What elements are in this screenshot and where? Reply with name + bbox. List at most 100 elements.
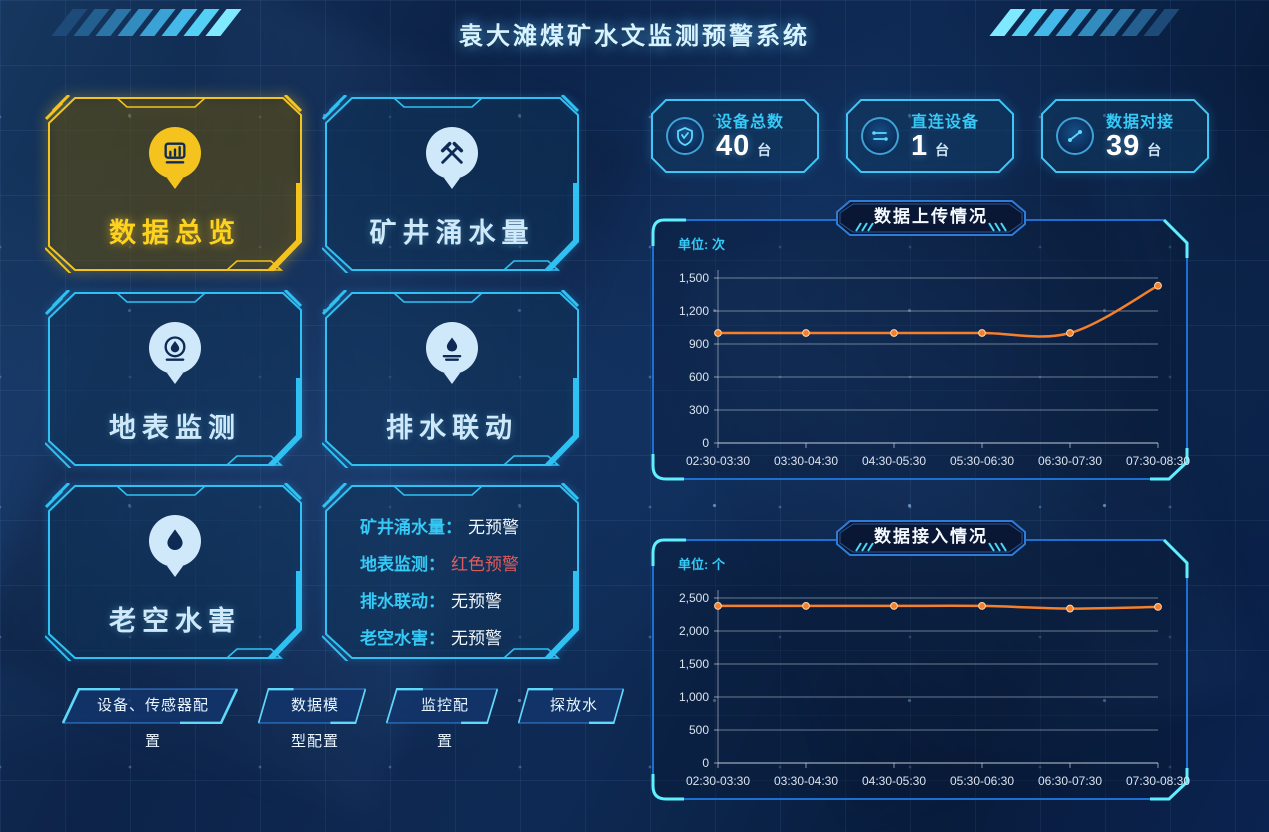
- y-tick-label: 900: [689, 337, 709, 351]
- button-label: 设备、传感器配置: [96, 697, 209, 750]
- tile-frame: [322, 483, 580, 661]
- unit-label: 单位: 次: [678, 237, 725, 252]
- nav-tile-surface-monitoring[interactable]: 地表监测: [45, 290, 305, 468]
- chart-point: [1066, 604, 1074, 613]
- alert-label: 老空水害：: [360, 629, 445, 648]
- stat-unit: 台: [757, 142, 772, 158]
- card-frame: [846, 99, 1014, 173]
- y-tick-label: 1,200: [679, 304, 709, 318]
- alert-row-goaf-water: 老空水害： 无预警: [360, 624, 566, 661]
- x-tick-label: 04:30-05:30: [862, 774, 926, 788]
- chart-point: [802, 329, 810, 337]
- chart-point: [978, 602, 986, 610]
- card-frame: [651, 99, 819, 173]
- y-tick-label: 1,500: [679, 657, 709, 671]
- direct-link-icon: [861, 117, 899, 155]
- alert-value: 红色预警: [451, 555, 519, 574]
- data-dock-icon: [1056, 117, 1094, 155]
- stat-label: 直连设备: [911, 114, 980, 131]
- alert-row-surface-monitoring: 地表监测： 红色预警: [360, 550, 566, 587]
- x-tick-label: 02:30-03:30: [686, 774, 750, 788]
- nav-tile-drainage-linkage[interactable]: 排水联动: [322, 290, 582, 468]
- chart-title: 数据上传情况: [874, 207, 988, 226]
- stat-unit: 台: [1147, 142, 1162, 158]
- stats-row: 设备总数 40 台 直连设备 1 台: [650, 98, 1212, 174]
- alert-label: 矿井涌水量：: [360, 518, 462, 537]
- tile-label: 老空水害: [109, 606, 241, 636]
- button-frame: [62, 688, 238, 724]
- button-label: 数据模型配置: [290, 697, 339, 750]
- chart-point: [714, 602, 722, 610]
- config-button-water-exploration[interactable]: 探放水: [518, 688, 624, 724]
- x-tick-label: 06:30-07:30: [1038, 774, 1102, 788]
- chart-line: [717, 604, 1159, 610]
- stat-unit: 台: [935, 142, 950, 158]
- tile-label: 矿井涌水量: [369, 218, 535, 248]
- goaf-water-icon: [149, 515, 201, 567]
- y-tick-label: 2,500: [679, 591, 709, 605]
- y-tick-label: 600: [689, 370, 709, 384]
- stat-card-data-docking: 数据对接 39 台: [1040, 98, 1210, 174]
- button-frame: [518, 688, 624, 724]
- x-tick-label: 07:30-08:30: [1126, 454, 1190, 468]
- x-tick-label: 03:30-04:30: [774, 454, 838, 468]
- stat-value: 40: [716, 130, 751, 162]
- alert-row-mine-inflow: 矿井涌水量： 无预警: [360, 513, 566, 550]
- config-button-row: 设备、传感器配置 数据模型配置 监控配置 探放水: [62, 688, 624, 750]
- chart-point: [978, 329, 986, 337]
- stat-value: 1: [911, 130, 929, 162]
- button-frame: [258, 688, 366, 724]
- nav-tile-goaf-water-hazard[interactable]: 老空水害: [45, 483, 305, 661]
- x-tick-label: 07:30-08:30: [1126, 774, 1190, 788]
- y-tick-label: 2,000: [679, 624, 709, 638]
- config-button-monitoring[interactable]: 监控配置: [386, 688, 498, 750]
- card-frame: [1041, 99, 1209, 173]
- nav-tile-mine-water-inflow[interactable]: 矿井涌水量: [322, 95, 582, 273]
- stat-card-total-devices: 设备总数 40 台: [650, 98, 820, 174]
- alert-value: 无预警: [451, 629, 502, 648]
- x-tick-label: 04:30-05:30: [862, 454, 926, 468]
- chart-line: [717, 284, 1159, 338]
- y-tick-label: 0: [702, 436, 709, 450]
- upload-chart-title-badge: 数据上传情况: [836, 200, 1026, 236]
- config-button-data-model[interactable]: 数据模型配置: [258, 688, 366, 750]
- nav-tile-data-overview[interactable]: 数据总览: [45, 95, 305, 273]
- y-tick-label: 0: [702, 756, 709, 770]
- x-tick-label: 02:30-03:30: [686, 454, 750, 468]
- stat-label: 数据对接: [1106, 114, 1175, 131]
- tile-label: 数据总览: [109, 218, 241, 248]
- chart-point: [1154, 281, 1162, 290]
- data-overview-icon: [149, 127, 201, 179]
- panel-frame: [651, 218, 1189, 481]
- stat-value: 39: [1106, 130, 1141, 162]
- button-label: 监控配置: [420, 697, 469, 750]
- y-tick-label: 300: [689, 403, 709, 417]
- shield-check-icon: [666, 117, 704, 155]
- x-tick-label: 05:30-06:30: [950, 454, 1014, 468]
- drainage-icon: [426, 322, 478, 374]
- tile-label: 地表监测: [109, 413, 241, 443]
- surface-monitor-icon: [149, 322, 201, 374]
- unit-label: 单位: 个: [678, 557, 725, 572]
- chart-point: [890, 329, 898, 337]
- chart-point: [890, 602, 898, 610]
- chart-title: 数据接入情况: [874, 527, 988, 546]
- chart-point: [714, 329, 722, 337]
- nav-area: 数据总览 矿井涌水量: [45, 95, 585, 665]
- button-frame: [386, 688, 498, 724]
- stat-label: 设备总数: [716, 114, 785, 131]
- header: 袁大滩煤矿水文监测预警系统: [0, 0, 1269, 60]
- chart-point: [1154, 603, 1162, 611]
- config-button-device-sensor[interactable]: 设备、传感器配置: [62, 688, 238, 750]
- alert-summary-panel: 矿井涌水量： 无预警 地表监测： 红色预警 排水联动： 无预警 老空水害： 无预…: [322, 483, 582, 661]
- y-tick-label: 1,000: [679, 690, 709, 704]
- access-chart-title-badge: 数据接入情况: [836, 520, 1026, 556]
- alert-value: 无预警: [468, 518, 519, 537]
- x-tick-label: 06:30-07:30: [1038, 454, 1102, 468]
- stat-card-direct-devices: 直连设备 1 台: [845, 98, 1015, 174]
- header-stripes-right: [989, 9, 1180, 36]
- x-tick-label: 03:30-04:30: [774, 774, 838, 788]
- x-tick-label: 05:30-06:30: [950, 774, 1014, 788]
- alert-label: 排水联动：: [360, 592, 445, 611]
- alert-label: 地表监测：: [360, 555, 445, 574]
